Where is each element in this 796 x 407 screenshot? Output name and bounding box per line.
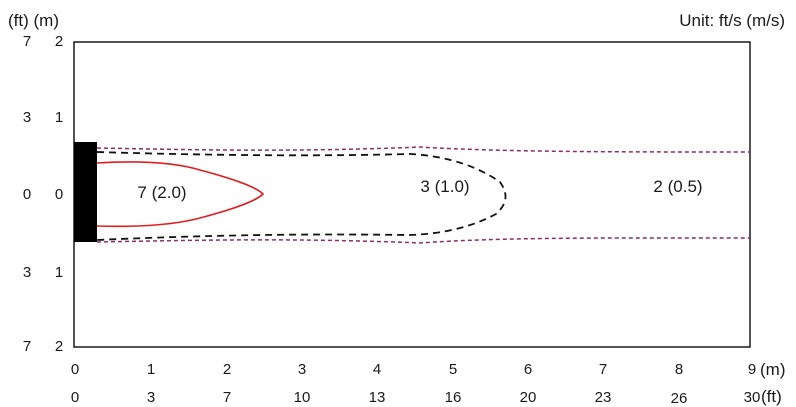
x-tick-m: 3: [298, 361, 306, 378]
units-header-label: (ft) (m): [8, 11, 59, 30]
outlet-block: [74, 142, 97, 242]
zone-label-2: 2 (0.5): [653, 177, 702, 196]
x-tick-ft: 26: [671, 390, 688, 407]
y-tick-ft: 7: [23, 338, 31, 355]
x-tick-ft: 13: [369, 389, 386, 406]
x-tick-m: 1: [147, 361, 155, 378]
x-tick-ft: 16: [445, 389, 462, 406]
x-tick-m: 4: [373, 361, 381, 378]
x-tick-m: 2: [223, 361, 231, 378]
contour-2-upper: [96, 146, 751, 153]
x-tick-ft: 7: [223, 389, 231, 406]
contour-2-lower: [96, 237, 751, 244]
y-tick-m: 1: [55, 109, 63, 126]
x-tick-m: 9: [748, 361, 756, 378]
y-axis-ft-labels: 7 3 0 3 7: [23, 33, 31, 355]
y-tick-m: 2: [55, 338, 63, 355]
x-tick-m: 6: [524, 361, 532, 378]
x-tick-m: 5: [449, 361, 457, 378]
zone-label-3: 3 (1.0): [420, 177, 469, 196]
x-tick-ft: 20: [520, 389, 537, 406]
x-tick-m: 7: [599, 361, 607, 378]
x-axis-m-unit: (m): [760, 360, 785, 379]
x-tick-m: 8: [675, 361, 683, 378]
y-tick-m: 1: [55, 264, 63, 281]
x-axis-ft-unit: (ft): [761, 387, 782, 406]
y-tick-ft: 7: [23, 33, 31, 50]
x-tick-m: 0: [71, 361, 79, 378]
y-tick-ft: 3: [23, 264, 31, 281]
x-tick-ft: 23: [595, 389, 612, 406]
x-tick-ft: 30: [744, 389, 761, 406]
y-tick-ft: 3: [23, 109, 31, 126]
y-tick-ft: 0: [23, 186, 31, 203]
x-axis-ft-labels: 0 3 7 10 13 16 20 23 26 30: [71, 389, 761, 407]
x-tick-ft: 0: [71, 389, 79, 406]
x-axis-m-labels: 0 1 2 3 4 5 6 7 8 9: [71, 361, 756, 378]
y-tick-m: 2: [55, 33, 63, 50]
contour-7: [96, 161, 265, 228]
unit-note: Unit: ft/s (m/s): [679, 11, 785, 30]
y-tick-m: 0: [55, 186, 63, 203]
x-tick-ft: 3: [147, 389, 155, 406]
zone-label-7: 7 (2.0): [137, 183, 186, 202]
x-tick-ft: 10: [294, 389, 311, 406]
y-axis-m-labels: 2 1 0 1 2: [55, 33, 63, 355]
